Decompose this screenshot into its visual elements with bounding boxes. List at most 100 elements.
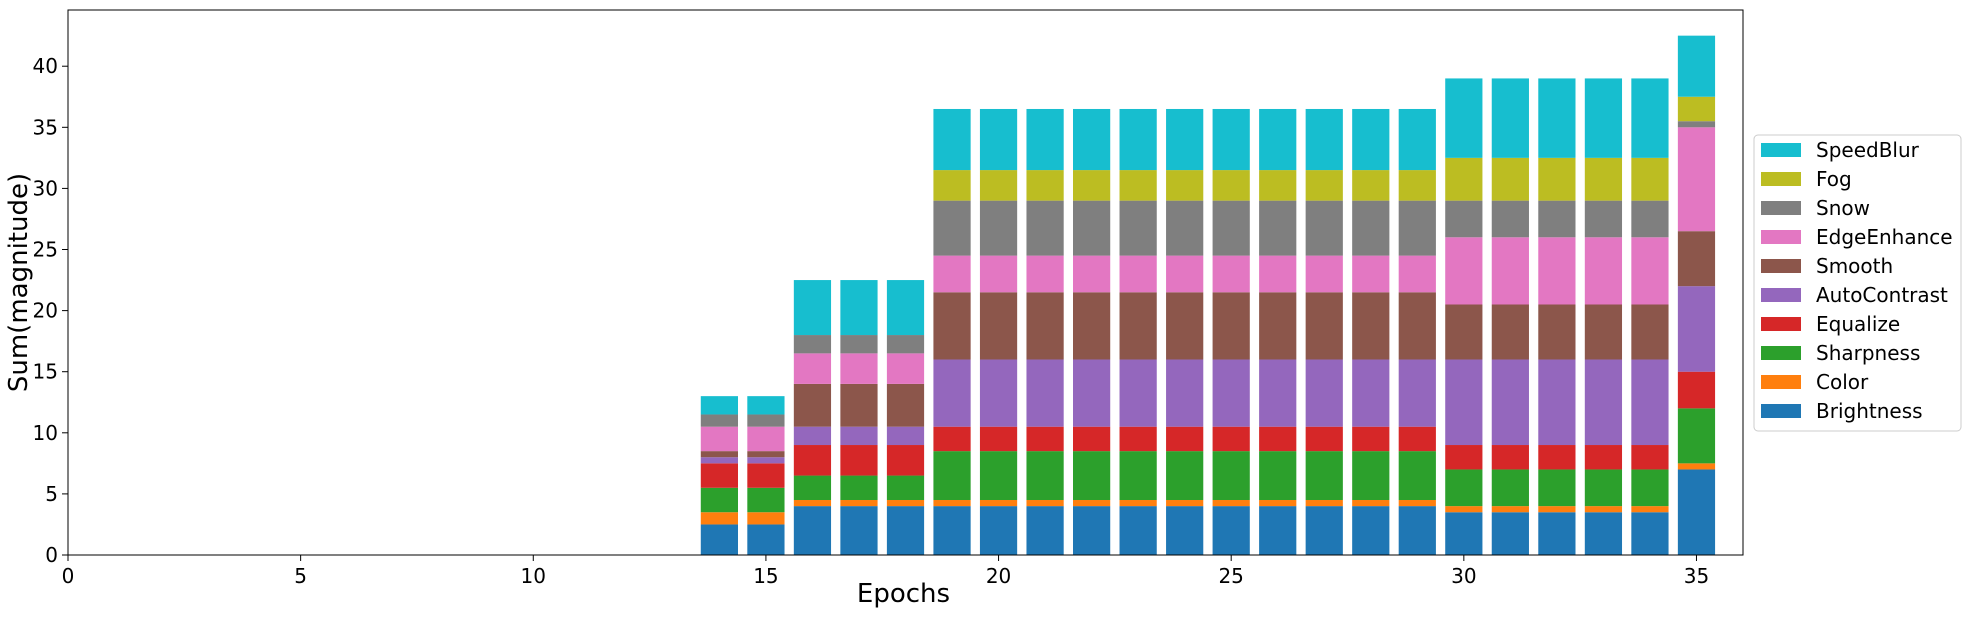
bar-segment-smooth-epoch-34 xyxy=(1631,304,1669,360)
bar-segment-color-epoch-25 xyxy=(1212,500,1250,507)
bar-segment-smooth-epoch-31 xyxy=(1491,304,1529,360)
bar-segment-fog-epoch-21 xyxy=(1026,170,1064,201)
bar-segment-speedblur-epoch-24 xyxy=(1166,108,1204,171)
axes-layer: 0 5 10 15 20 25 30 35 0 5 10 15 20 25 30 35 40 xyxy=(33,9,1744,588)
bar-segment-smooth-epoch-32 xyxy=(1538,304,1576,360)
bar-segment-equalize-epoch-35 xyxy=(1677,371,1716,409)
bar-segment-equalize-epoch-16 xyxy=(793,445,832,476)
bar-segment-equalize-epoch-20 xyxy=(979,426,1018,452)
bar-segment-equalize-epoch-25 xyxy=(1212,426,1250,452)
x-axis-label: Epochs xyxy=(857,579,950,609)
bar-segment-autocontrast-epoch-35 xyxy=(1677,286,1716,372)
bar-segment-brightness-epoch-25 xyxy=(1212,506,1250,555)
bar-segment-fog-epoch-22 xyxy=(1073,170,1111,201)
bar-segment-color-epoch-34 xyxy=(1631,506,1669,513)
bar-segment-speedblur-epoch-25 xyxy=(1212,108,1250,171)
bar-segment-sharpness-epoch-14 xyxy=(700,487,738,513)
bar-segment-speedblur-epoch-16 xyxy=(793,280,832,336)
bar-segment-brightness-epoch-22 xyxy=(1073,506,1111,555)
bar-segment-speedblur-epoch-15 xyxy=(747,396,785,415)
bar-segment-equalize-epoch-19 xyxy=(933,426,971,452)
bar-segment-edgeenhance-epoch-16 xyxy=(793,353,832,384)
bar-segment-snow-epoch-32 xyxy=(1538,200,1576,238)
bar-segment-smooth-epoch-30 xyxy=(1445,304,1483,360)
legend-swatch-snow xyxy=(1761,201,1801,215)
legend-swatch-smooth xyxy=(1761,259,1801,273)
legend-swatch-brightness xyxy=(1761,404,1801,418)
bar-segment-equalize-epoch-14 xyxy=(700,463,738,488)
y-tick-label: 40 xyxy=(33,54,58,78)
legend-label-color: Color xyxy=(1816,370,1869,394)
bar-segment-brightness-epoch-18 xyxy=(886,506,925,555)
bar-segment-sharpness-epoch-34 xyxy=(1631,469,1669,507)
bar-segment-equalize-epoch-21 xyxy=(1026,426,1064,452)
bar-segment-smooth-epoch-14 xyxy=(700,451,738,458)
legend: SpeedBlur Fog Snow EdgeEnhance Smooth AutoCon… xyxy=(1753,134,1962,432)
bar-segment-sharpness-epoch-25 xyxy=(1212,451,1250,501)
bar-segment-fog-epoch-35 xyxy=(1677,96,1716,122)
bar-segment-sharpness-epoch-33 xyxy=(1584,469,1623,507)
y-tick-label: 15 xyxy=(33,360,58,384)
bar-segment-color-epoch-32 xyxy=(1538,506,1576,513)
bar-segment-brightness-epoch-15 xyxy=(747,524,785,555)
bar-segment-brightness-epoch-28 xyxy=(1352,506,1390,555)
bar-segment-autocontrast-epoch-31 xyxy=(1491,359,1529,446)
bar-segment-edgeenhance-epoch-15 xyxy=(747,426,785,452)
bar-segment-color-epoch-17 xyxy=(840,500,878,507)
bar-segment-color-epoch-26 xyxy=(1259,500,1297,507)
x-tick-label: 0 xyxy=(62,564,75,588)
bars-layer xyxy=(700,35,1716,555)
bar-segment-fog-epoch-20 xyxy=(979,170,1018,201)
legend-label-speedblur: SpeedBlur xyxy=(1816,138,1920,162)
bar-segment-fog-epoch-27 xyxy=(1305,170,1343,201)
bar-segment-autocontrast-epoch-29 xyxy=(1398,359,1436,427)
legend-swatch-color xyxy=(1761,375,1801,389)
bar-segment-equalize-epoch-23 xyxy=(1119,426,1157,452)
bar-segment-snow-epoch-33 xyxy=(1584,200,1623,238)
bar-segment-edgeenhance-epoch-33 xyxy=(1584,237,1623,305)
bar-segment-speedblur-epoch-29 xyxy=(1398,108,1436,171)
bar-segment-brightness-epoch-31 xyxy=(1491,512,1529,555)
bar-segment-equalize-epoch-31 xyxy=(1491,445,1529,470)
bar-segment-fog-epoch-29 xyxy=(1398,170,1436,201)
bar-segment-brightness-epoch-19 xyxy=(933,506,971,555)
bar-segment-smooth-epoch-22 xyxy=(1073,292,1111,360)
bar-segment-brightness-epoch-34 xyxy=(1631,512,1669,555)
bar-segment-autocontrast-epoch-28 xyxy=(1352,359,1390,427)
x-tick-label: 10 xyxy=(521,564,546,588)
bar-segment-smooth-epoch-27 xyxy=(1305,292,1343,360)
bar-segment-snow-epoch-16 xyxy=(793,335,832,354)
bar-segment-speedblur-epoch-14 xyxy=(700,396,738,415)
legend-swatch-equalize xyxy=(1761,317,1801,331)
bar-segment-fog-epoch-23 xyxy=(1119,170,1157,201)
bar-segment-smooth-epoch-17 xyxy=(840,383,878,427)
bar-segment-brightness-epoch-33 xyxy=(1584,512,1623,555)
y-tick-label: 5 xyxy=(45,482,58,506)
bar-segment-smooth-epoch-28 xyxy=(1352,292,1390,360)
bar-segment-brightness-epoch-14 xyxy=(700,524,738,555)
bar-segment-sharpness-epoch-18 xyxy=(886,475,925,501)
bar-segment-speedblur-epoch-23 xyxy=(1119,108,1157,171)
bar-segment-sharpness-epoch-31 xyxy=(1491,469,1529,507)
bar-segment-speedblur-epoch-21 xyxy=(1026,108,1064,171)
bar-segment-fog-epoch-19 xyxy=(933,170,971,201)
bar-segment-brightness-epoch-35 xyxy=(1677,469,1716,555)
plot-frame xyxy=(67,9,1744,556)
bar-segment-autocontrast-epoch-34 xyxy=(1631,359,1669,446)
bar-segment-speedblur-epoch-30 xyxy=(1445,78,1483,158)
bar-segment-smooth-epoch-19 xyxy=(933,292,971,360)
bar-segment-speedblur-epoch-35 xyxy=(1677,35,1716,97)
bar-segment-fog-epoch-26 xyxy=(1259,170,1297,201)
bar-segment-edgeenhance-epoch-24 xyxy=(1166,255,1204,293)
bar-segment-edgeenhance-epoch-25 xyxy=(1212,255,1250,293)
x-tick-label: 35 xyxy=(1684,564,1709,588)
bar-segment-autocontrast-epoch-21 xyxy=(1026,359,1064,427)
bar-segment-speedblur-epoch-32 xyxy=(1538,78,1576,158)
bar-segment-snow-epoch-34 xyxy=(1631,200,1669,238)
bar-segment-speedblur-epoch-22 xyxy=(1073,108,1111,171)
bar-segment-brightness-epoch-24 xyxy=(1166,506,1204,555)
bar-segment-snow-epoch-20 xyxy=(979,200,1018,256)
bar-segment-equalize-epoch-30 xyxy=(1445,445,1483,470)
bar-segment-sharpness-epoch-29 xyxy=(1398,451,1436,501)
